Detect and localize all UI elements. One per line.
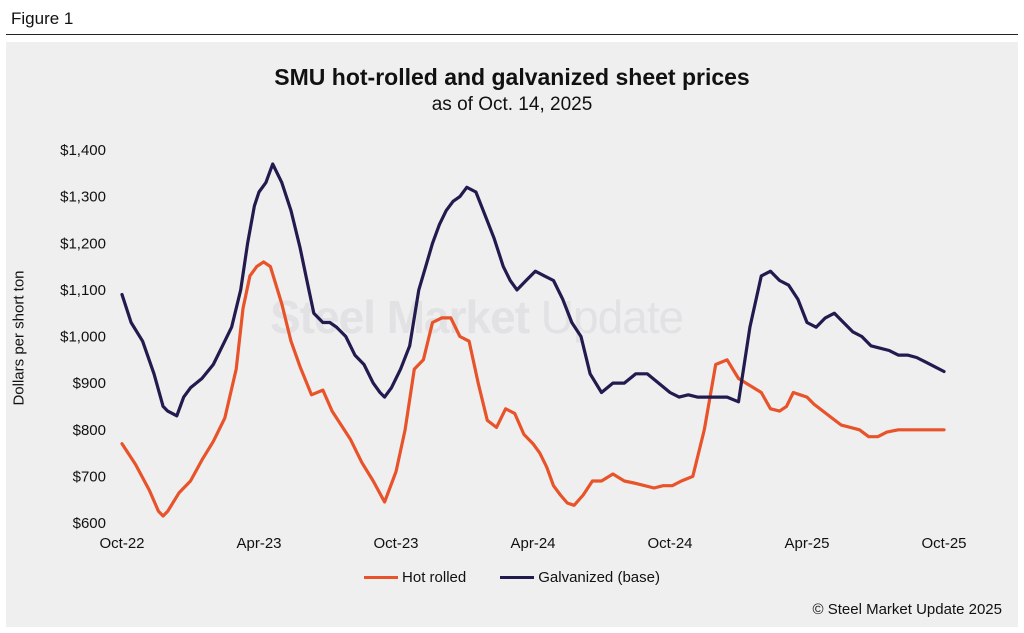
y-tick-label: $800 bbox=[73, 422, 106, 439]
series-line-hot-rolled bbox=[120, 260, 946, 518]
figure-label: Figure 1 bbox=[11, 9, 74, 28]
legend-swatch-hot-rolled bbox=[364, 576, 399, 579]
y-tick-label: $1,400 bbox=[60, 142, 106, 159]
copyright: © Steel Market Update 2025 bbox=[812, 601, 1003, 618]
x-tick-label: Apr-23 bbox=[236, 535, 281, 552]
x-tick-label: Oct-24 bbox=[647, 535, 692, 552]
y-tick-label: $900 bbox=[73, 375, 106, 392]
watermark-light: Update bbox=[540, 291, 684, 343]
legend-label-galvanized: Galvanized (base) bbox=[538, 569, 660, 586]
x-tick-label: Oct-22 bbox=[99, 535, 144, 552]
y-tick-label: $600 bbox=[73, 515, 106, 532]
watermark-bold: Steel Market bbox=[270, 291, 530, 343]
y-tick-label: $1,100 bbox=[60, 282, 106, 299]
watermark-logo: Steel Market Update bbox=[270, 290, 684, 344]
x-tick-label: Oct-25 bbox=[921, 535, 966, 552]
chart-panel bbox=[6, 42, 1018, 627]
y-tick-label: $1,000 bbox=[60, 329, 106, 346]
figure-header: Figure 1 bbox=[6, 6, 1018, 35]
x-tick-label: Oct-23 bbox=[373, 535, 418, 552]
legend-label-hot-rolled: Hot rolled bbox=[402, 569, 467, 586]
legend-swatch-galvanized bbox=[500, 576, 535, 579]
y-tick-label: $700 bbox=[73, 468, 106, 485]
chart-subtitle: as of Oct. 14, 2025 bbox=[431, 94, 593, 115]
series-line-galvanized bbox=[120, 162, 946, 418]
y-tick-label: $1,200 bbox=[60, 235, 106, 252]
legend-item-galvanized: Galvanized (base) bbox=[500, 569, 660, 586]
x-tick-label: Apr-25 bbox=[784, 535, 829, 552]
y-tick-label: $1,300 bbox=[60, 189, 106, 206]
legend-item-hot-rolled: Hot rolled bbox=[364, 569, 466, 586]
y-axis-label: Dollars per short ton bbox=[10, 270, 28, 406]
chart-title: SMU hot-rolled and galvanized sheet pric… bbox=[274, 64, 750, 90]
x-tick-label: Apr-24 bbox=[510, 535, 555, 552]
legend: Hot rolled Galvanized (base) bbox=[0, 569, 1024, 586]
